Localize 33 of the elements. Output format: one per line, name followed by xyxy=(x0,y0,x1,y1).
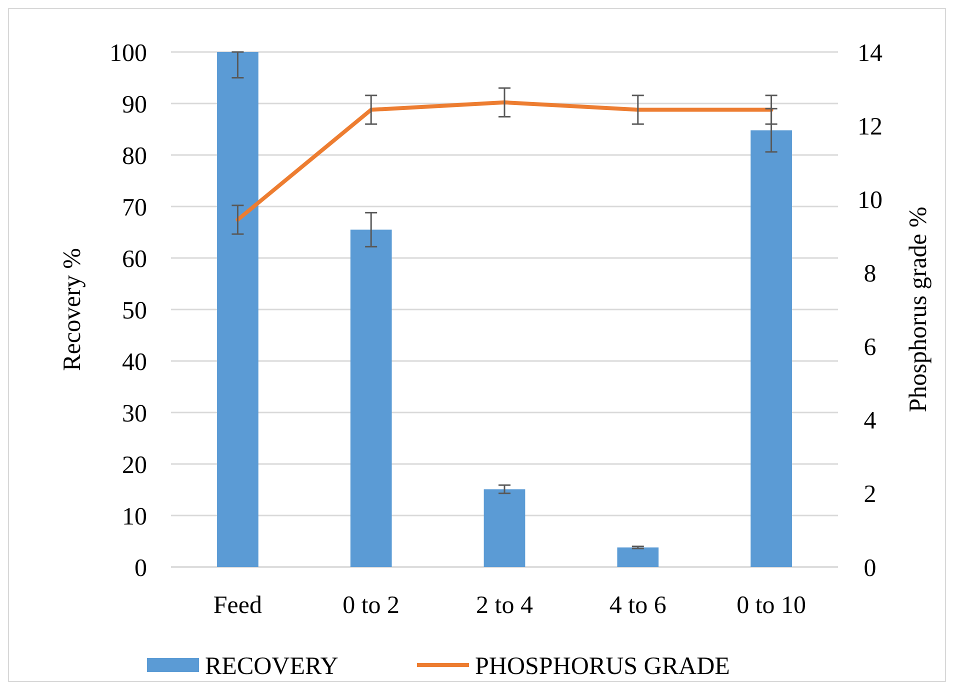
x-tick-label: Feed xyxy=(213,592,262,619)
legend-label: PHOSPHORUS GRADE xyxy=(475,652,730,680)
y-tick-label: 0 xyxy=(134,554,147,582)
x-tick-label: 0 to 10 xyxy=(736,592,806,619)
x-tick-label: 2 to 4 xyxy=(476,592,534,619)
y2-tick-label: 2 xyxy=(864,481,876,508)
legend-label: RECOVERY xyxy=(205,652,338,680)
y-tick-label: 90 xyxy=(122,91,147,118)
y-tick-label: 50 xyxy=(122,297,147,324)
bar xyxy=(617,547,659,567)
y-tick-label: 40 xyxy=(122,348,147,376)
y2-tick-label: 0 xyxy=(864,554,876,582)
bar xyxy=(350,230,392,567)
bar xyxy=(484,489,526,567)
bar xyxy=(750,130,792,567)
y-tick-label: 70 xyxy=(122,194,147,222)
y2-axis-title: Phosphorus grade % xyxy=(905,206,932,412)
y2-tick-label: 10 xyxy=(858,186,882,214)
y2-tick-label: 4 xyxy=(864,408,877,435)
y2-tick-label: 14 xyxy=(858,40,883,67)
y2-tick-label: 12 xyxy=(858,113,882,140)
x-tick-label: 4 to 6 xyxy=(609,592,666,619)
y-tick-label: 30 xyxy=(122,400,147,428)
y2-tick-label: 8 xyxy=(864,260,876,288)
y-tick-label: 80 xyxy=(122,142,147,170)
bar xyxy=(217,52,258,567)
y-tick-label: 20 xyxy=(122,452,147,479)
y-tick-label: 60 xyxy=(122,246,147,273)
y-tick-label: 10 xyxy=(122,503,147,530)
y-axis-title: Recovery % xyxy=(59,248,86,371)
y2-tick-label: 6 xyxy=(864,334,876,362)
x-tick-label: 0 to 2 xyxy=(342,592,400,619)
y-tick-label: 100 xyxy=(110,40,147,67)
